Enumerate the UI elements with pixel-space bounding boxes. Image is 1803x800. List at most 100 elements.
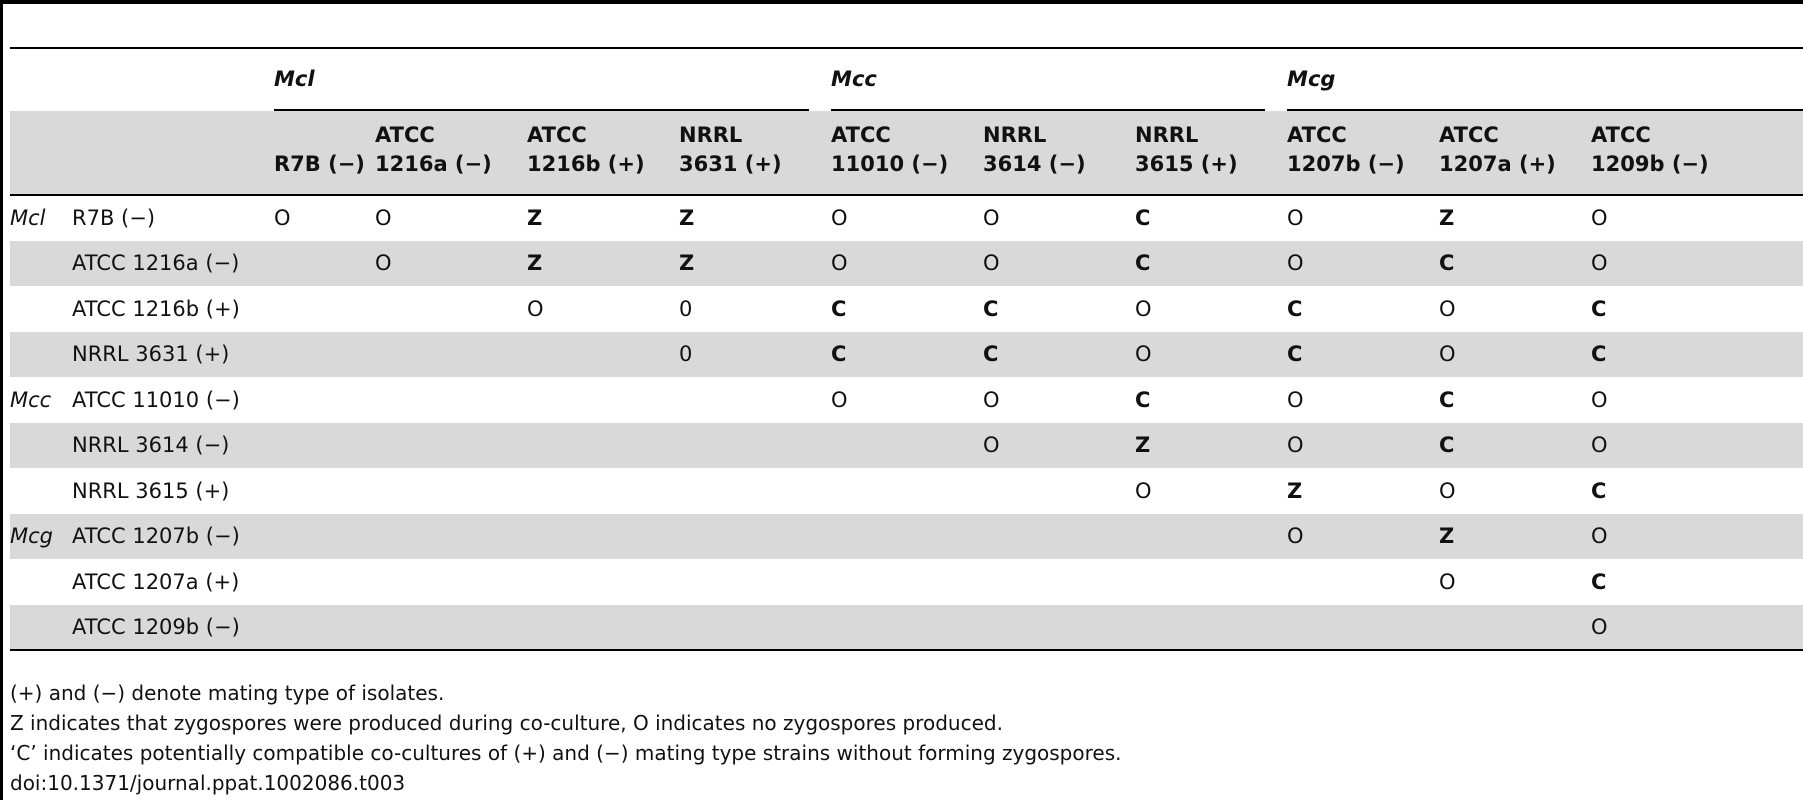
- table-cell: [274, 423, 375, 469]
- table-cell: [527, 559, 679, 605]
- column-header-line2: 1207a (+): [1439, 152, 1556, 176]
- table-cell: O: [375, 206, 392, 231]
- row-group-label: [10, 605, 72, 651]
- table-cell: [274, 286, 375, 332]
- table-cell: C: [1439, 251, 1455, 276]
- row-strain-label: ATCC 1216b (+): [72, 296, 240, 321]
- row-strain-label: ATCC 11010 (−): [72, 387, 240, 412]
- table-cell: [1135, 559, 1287, 605]
- footnote-line: ‘C’ indicates potentially compatible co-…: [10, 741, 1122, 765]
- table-cell: [1287, 559, 1439, 605]
- table-cell: O: [983, 387, 1000, 412]
- table-cell: [527, 468, 679, 514]
- table-cell: O: [1439, 478, 1456, 503]
- column-header: ATCC 1207a (+): [1439, 111, 1591, 195]
- table-cell: [527, 423, 679, 469]
- table-cell: [527, 377, 679, 423]
- table-cell: O: [1439, 296, 1456, 321]
- row-group-label: [10, 559, 72, 605]
- column-header-line1: NRRL: [983, 123, 1047, 147]
- table-cell: [679, 423, 831, 469]
- column-header-line1: ATCC: [1591, 123, 1651, 147]
- column-header-row: R7B (−) ATCC 1216a (−) ATCC 1216b (+) NRRL 363…: [10, 111, 1803, 195]
- group-header-mcl: Mcl: [274, 48, 831, 111]
- table-cell: [983, 514, 1135, 560]
- top-rule: [0, 0, 1803, 4]
- column-header-line1: NRRL: [1135, 123, 1199, 147]
- row-group-label: [10, 468, 72, 514]
- column-header-line2: 1216b (+): [527, 152, 645, 176]
- table-cell: [375, 423, 527, 469]
- table-cell: O: [1591, 387, 1608, 412]
- column-header-line1: ATCC: [1287, 123, 1347, 147]
- table-cell: [831, 605, 983, 651]
- column-header-line1: ATCC: [1439, 123, 1499, 147]
- table-cell: C: [1135, 387, 1151, 412]
- row-group-label: [10, 423, 72, 469]
- table-cell: [375, 332, 527, 378]
- table-cell: O: [1287, 433, 1304, 458]
- column-header-line2: 3614 (−): [983, 152, 1086, 176]
- row-group-label: [10, 241, 72, 287]
- table-cell: C: [1287, 296, 1303, 321]
- table-cell: [1287, 605, 1439, 651]
- mating-table: Mcl Mcc Mcg R7B (−) ATCC 1216a (−) ATCC 1216…: [10, 47, 1803, 651]
- table-cell: O: [527, 296, 544, 321]
- table-cell: [274, 468, 375, 514]
- table-cell: [375, 605, 527, 651]
- column-header: ATCC 1209b (−): [1591, 111, 1803, 195]
- column-header-line1: [274, 121, 375, 150]
- table-cell: Z: [1439, 206, 1455, 231]
- column-header-line2: 1207b (−): [1287, 152, 1405, 176]
- table-row: NRRL 3614 (−) O Z O C O: [10, 422, 1803, 469]
- table-cell: [679, 559, 831, 605]
- table-cell: [274, 559, 375, 605]
- table-cell: C: [1135, 251, 1151, 276]
- table-cell: [375, 286, 527, 332]
- row-group-label: [10, 286, 72, 332]
- table-cell: [274, 241, 375, 287]
- table-cell: [527, 605, 679, 651]
- table-cell: 0: [679, 296, 693, 321]
- table-cell: Z: [527, 251, 543, 276]
- table-row: ATCC 1209b (−) O: [10, 604, 1803, 651]
- table-cell: Z: [1135, 433, 1151, 458]
- group-header-empty: [10, 48, 72, 111]
- table-cell: Z: [679, 206, 695, 231]
- row-strain-label: ATCC 1207b (−): [72, 524, 240, 549]
- column-header: ATCC 11010 (−): [831, 111, 983, 195]
- column-header: NRRL 3614 (−): [983, 111, 1135, 195]
- table-cell: O: [274, 206, 291, 231]
- table-cell: [1439, 605, 1591, 651]
- table-cell: O: [831, 206, 848, 231]
- table-cell: [679, 468, 831, 514]
- table-cell: C: [1135, 206, 1151, 231]
- table-cell: O: [1287, 524, 1304, 549]
- left-rule: [0, 0, 3, 800]
- row-group-label: Mcg: [10, 524, 53, 549]
- row-strain-label: ATCC 1207a (+): [72, 569, 240, 594]
- column-header-empty: [72, 111, 274, 195]
- table-cell: [274, 514, 375, 560]
- table-cell: O: [1439, 569, 1456, 594]
- table-cell: [679, 514, 831, 560]
- table-cell: O: [1591, 433, 1608, 458]
- table-cell: [274, 605, 375, 651]
- table-cell: O: [1135, 296, 1152, 321]
- table-cell: O: [1439, 342, 1456, 367]
- table-cell: O: [983, 251, 1000, 276]
- table-body: Mcl R7B (−) O O Z Z O O C O Z O ATCC 1216a (−) O Z Z O O C…: [10, 195, 1803, 650]
- column-header-line1: ATCC: [375, 123, 435, 147]
- table-cell: [1135, 514, 1287, 560]
- table-cell: Z: [527, 206, 543, 231]
- table-cell: O: [1591, 614, 1608, 639]
- table-cell: O: [983, 206, 1000, 231]
- table-cell: O: [1287, 206, 1304, 231]
- row-strain-label: R7B (−): [72, 206, 156, 231]
- table-cell: [831, 559, 983, 605]
- table-cell: C: [831, 296, 847, 321]
- column-header-line1: ATCC: [831, 123, 891, 147]
- table-row: ATCC 1216a (−) O Z Z O O C O C O: [10, 240, 1803, 287]
- row-strain-label: NRRL 3631 (+): [72, 342, 230, 367]
- column-header: ATCC 1216a (−): [375, 111, 527, 195]
